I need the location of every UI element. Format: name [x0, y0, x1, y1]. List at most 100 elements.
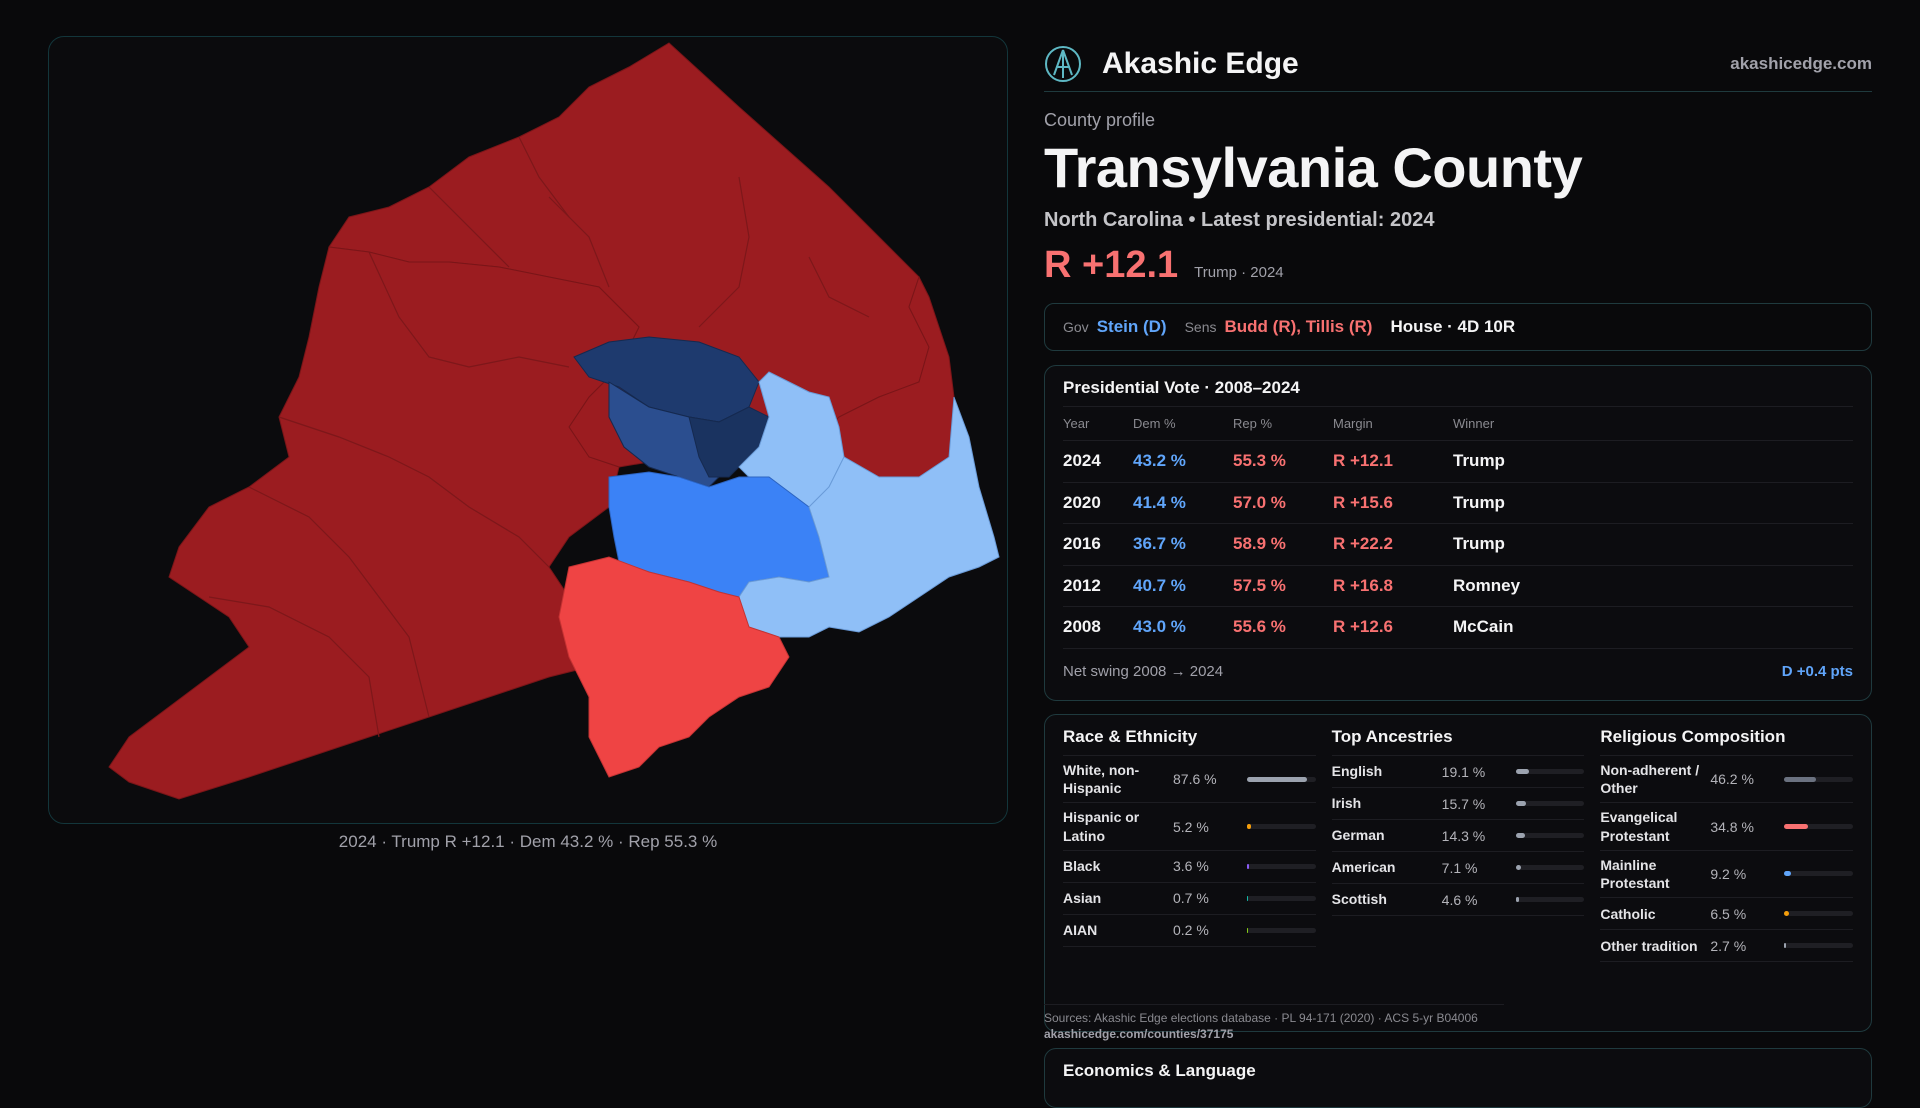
race-bar-fill	[1247, 776, 1308, 782]
col-winner: Winner	[1453, 406, 1853, 442]
presidential-title: Presidential Vote · 2008–2024	[1063, 378, 1853, 407]
map-caption: 2024 · Trump R +12.1 · Dem 43.2 % · Rep …	[338, 832, 718, 851]
ancestry-bar-fill	[1515, 833, 1526, 838]
precinct-boundaries	[208, 136, 870, 738]
race-row: Black 3.6 %	[1063, 851, 1316, 883]
ancestry-title: Top Ancestries	[1331, 727, 1585, 756]
demographics-card: Race & Ethnicity White, non-Hispanic 87.6…	[1044, 714, 1872, 1032]
swing-value: D +0.4 pts	[1781, 662, 1853, 680]
race-row: White, non-Hispanic 87.6 %	[1063, 756, 1316, 804]
cell-winner: Trump	[1453, 523, 1853, 566]
precinct-rep-lean-south[interactable]	[558, 556, 790, 778]
precinct-dem-lean-east[interactable]	[738, 396, 1000, 638]
ancestry-value: 19.1 %	[1441, 763, 1486, 780]
race-bar-fill	[1247, 895, 1249, 901]
race-value: 0.7 %	[1173, 890, 1209, 907]
ancestry-value: 7.1 %	[1441, 859, 1478, 876]
col-rep: Rep %	[1233, 406, 1333, 442]
col-dem: Dem %	[1133, 406, 1233, 442]
ancestry-value: 15.7 %	[1441, 795, 1486, 812]
precinct-map[interactable]	[48, 36, 1008, 824]
religion-label: Evangelical Protestant	[1600, 809, 1678, 844]
religion-bar-fill	[1784, 776, 1817, 782]
profile-panel: Akashic Edge akashicedge.com County prof…	[1044, 36, 1872, 1032]
ancestry-bar-track	[1515, 897, 1585, 902]
race-bar-track	[1247, 927, 1316, 933]
religion-bar-fill	[1784, 871, 1791, 877]
race-bar-fill	[1247, 824, 1251, 830]
presidential-vote-card: Presidential Vote · 2008–2024 Year Dem %…	[1044, 364, 1872, 701]
brand-url[interactable]: akashicedge.com	[1730, 53, 1872, 73]
precinct-region-west[interactable]	[108, 246, 640, 800]
net-swing: Net swing 2008 → 2024 D +0.4 pts	[1063, 663, 1853, 680]
headline-margin: R +12.1	[1044, 243, 1179, 286]
religion-bar-track	[1784, 871, 1854, 877]
religion-value: 34.8 %	[1710, 818, 1754, 835]
cell-winner: McCain	[1453, 606, 1853, 649]
gov-label: Gov	[1063, 318, 1089, 335]
margin-note: Trump · 2024	[1194, 263, 1284, 281]
table-row: 2008 43.0 % 55.6 % R +12.6 McCain	[1063, 606, 1853, 649]
officials-bar: Gov Stein (D) Sens Budd (R), Tillis (R) Ho…	[1044, 302, 1872, 351]
religion-bar-track	[1784, 776, 1854, 782]
house-delegation: House · 4D 10R	[1390, 316, 1516, 336]
ancestry-bar-track	[1515, 865, 1585, 870]
religion-row: Non-adherent / Other 46.2 %	[1600, 756, 1854, 804]
religion-value: 6.5 %	[1710, 905, 1747, 922]
race-bar-fill	[1247, 863, 1250, 869]
brand-name[interactable]: Akashic Edge	[1102, 46, 1299, 80]
race-bar-track	[1247, 824, 1316, 830]
table-row: 2016 36.7 % 58.9 % R +22.2 Trump	[1063, 523, 1853, 566]
page-title: Transylvania County	[1044, 136, 1583, 199]
cell-winner: Trump	[1453, 482, 1853, 525]
cell-year: 2012	[1063, 565, 1133, 608]
religion-row: Other tradition 2.7 %	[1600, 930, 1854, 963]
economics-card: Economics & Language	[1044, 1048, 1872, 1108]
religion-row: Evangelical Protestant 34.8 %	[1600, 803, 1854, 851]
table-row: 2012 40.7 % 57.5 % R +16.8 Romney	[1063, 565, 1853, 608]
ancestry-bar-fill	[1515, 865, 1521, 870]
ancestry-bar-track	[1515, 769, 1585, 774]
race-value: 0.2 %	[1173, 922, 1209, 939]
religion-bar-track	[1784, 911, 1854, 917]
cell-rep: 58.9 %	[1233, 523, 1333, 566]
religion-bar-track	[1784, 943, 1854, 949]
ancestry-section: Top Ancestries English 19.1 % Irish 15.7 % G…	[1331, 727, 1585, 1019]
table-row: 2020 41.4 % 57.0 % R +15.6 Trump	[1063, 482, 1853, 525]
cell-margin: R +15.6	[1333, 482, 1453, 525]
ancestry-bar-fill	[1515, 769, 1529, 774]
cell-winner: Romney	[1453, 565, 1853, 608]
cell-year: 2016	[1063, 523, 1133, 566]
globe-logo-icon	[1045, 45, 1081, 82]
religion-section: Religious Composition Non-adherent / Oth…	[1600, 727, 1854, 1019]
race-value: 87.6 %	[1173, 771, 1217, 788]
ancestry-label: American	[1331, 859, 1396, 876]
swing-label: Net swing 2008 → 2024	[1063, 662, 1224, 680]
cell-rep: 57.5 %	[1233, 565, 1333, 608]
ancestry-row: Scottish 4.6 %	[1331, 884, 1585, 916]
cell-dem: 43.2 %	[1133, 440, 1233, 483]
race-bar-fill	[1247, 927, 1249, 933]
sens-label: Sens	[1184, 318, 1217, 335]
precinct-map-svg	[108, 42, 1000, 800]
race-bar-track	[1247, 863, 1316, 869]
religion-label: Catholic	[1600, 905, 1656, 922]
religion-value: 9.2 %	[1710, 865, 1747, 882]
cell-rep: 55.6 %	[1233, 606, 1333, 649]
table-row: 2024 43.2 % 55.3 % R +12.1 Trump	[1063, 440, 1853, 483]
cell-year: 2020	[1063, 482, 1133, 525]
cell-margin: R +22.2	[1333, 523, 1453, 566]
economics-title: Economics & Language	[1063, 1061, 1256, 1080]
ancestry-row: American 7.1 %	[1331, 852, 1585, 884]
religion-bar-track	[1784, 824, 1854, 830]
cell-dem: 41.4 %	[1133, 482, 1233, 525]
ancestry-label: Scottish	[1331, 891, 1387, 908]
religion-row: Mainline Protestant 9.2 %	[1600, 851, 1854, 899]
ancestry-bar-track	[1515, 801, 1585, 806]
cell-year: 2008	[1063, 606, 1133, 649]
governor: Stein (D)	[1096, 316, 1167, 336]
religion-bar-fill	[1784, 943, 1787, 949]
religion-label: Non-adherent / Other	[1600, 762, 1700, 797]
religion-label: Other tradition	[1600, 937, 1698, 954]
ancestry-label: English	[1331, 763, 1383, 780]
